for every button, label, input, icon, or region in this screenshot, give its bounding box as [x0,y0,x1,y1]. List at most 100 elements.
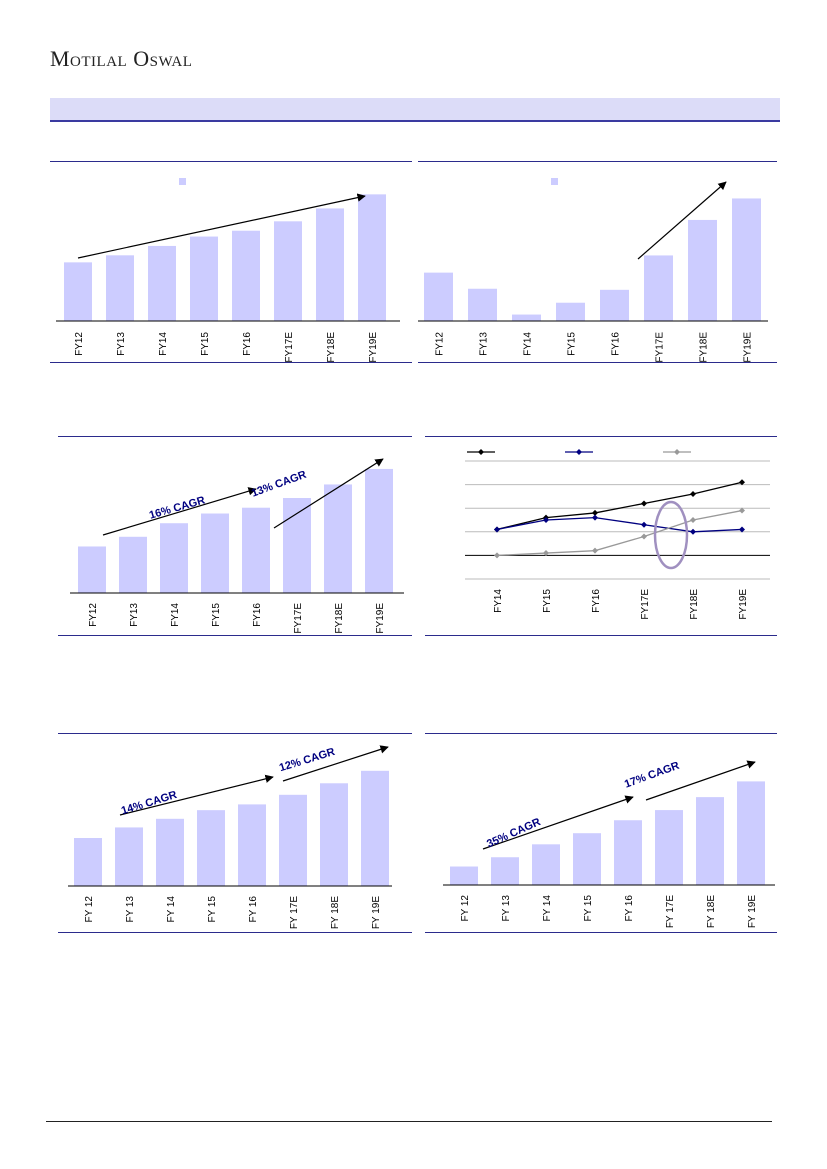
chart-3-bar-1 [78,546,106,593]
chart-5-x-tick: FY 15 [207,896,218,923]
chart-6-x-tick: FY 13 [501,895,512,922]
chart-3-x-tick: FY15 [211,603,222,627]
chart-5-bar-4 [197,810,225,886]
chart-4-legend-marker-1 [478,449,484,455]
chart-3-bar-3 [160,523,188,593]
chart-6-bar-2 [491,857,519,885]
chart-6-bar-1 [450,866,478,885]
chart-2-bottom-rule [418,362,777,363]
chart-4-svg: FY14 FY15 FY16 FY17E FY18E FY19E [465,449,770,620]
chart-1-svg: FY12 FY13 FY14 FY15 FY16 FY17E FY18E FY19E [56,178,400,363]
chart-3-trend-arrow-2 [273,458,384,529]
chart-2-x-tick: FY19E [743,332,754,363]
chart-2-bar-7 [688,219,717,321]
chart-6-x-tick: FY 15 [583,895,594,922]
chart-1-bar-3 [148,245,176,321]
chart-6-cagr-label-2: 17% CAGR [623,760,681,791]
chart-4-series-3-point [739,507,745,514]
chart-3-bar-7 [324,484,352,593]
chart-4-series-3-point [690,517,696,523]
chart-1-x-tick: FY13 [116,332,127,356]
chart-1-x-tick: FY12 [74,332,85,356]
chart-4-series-1-point [592,509,598,516]
chart-6-bar-6 [655,810,683,885]
chart-5-trend-arrow-2 [282,745,389,782]
chart-3-x-tick: FY16 [252,603,263,627]
chart-4-series-2-point [739,526,745,533]
chart-1-bar-1 [64,262,92,321]
chart-1-x-tick: FY17E [284,332,295,363]
chart-1-bar-2 [106,255,134,321]
chart-2-x-tick: FY13 [479,332,490,356]
chart-6-x-tick: FY 18E [706,895,717,928]
chart-1-x-tick: FY16 [242,332,253,356]
chart-2-top-rule [418,161,777,162]
section-header-bar [50,98,780,122]
chart-4-series-1-line [496,481,743,531]
chart-5-x-tick: FY 17E [289,896,300,929]
chart-5-cagr-label-2: 12% CAGR [278,746,337,774]
chart-5-x-tick: FY 14 [166,896,177,923]
chart-6-bar-8 [737,781,765,885]
chart-3-cagr-label-2: 13% CAGR [250,469,308,500]
chart-4-highlight-ellipse [653,500,689,570]
chart-4-series-3-point [543,550,549,557]
chart-5-x-tick: FY 19E [371,896,382,929]
chart-6-svg: FY 12 FY 13 FY 14 FY 15 FY 16 FY 17E FY 18E FY … [443,760,775,928]
chart-2-trend-arrow-1 [637,181,727,260]
chart-4-series-3-point [494,552,500,559]
chart-4-series-3-line [496,509,743,557]
chart-4-series-2-point [690,528,696,535]
chart-4-x-tick: FY14 [493,589,504,613]
chart-2-bar-3 [512,314,541,321]
chart-1-x-tick: FY19E [368,332,379,363]
chart-1-legend-swatch [179,178,186,185]
chart-3-bar-8 [365,468,393,593]
chart-3-x-tick: FY14 [170,603,181,627]
chart-4-series-2-point [543,517,549,523]
chart-2-x-tick: FY17E [655,332,666,363]
chart-6-bar-3 [532,844,560,885]
chart-4-x-tick: FY18E [689,589,700,620]
footer-rule [46,1121,772,1122]
chart-2-bar-1 [424,272,453,321]
chart-4-x-tick: FY19E [738,589,749,620]
chart-5-trend-arrow-1 [119,774,274,816]
chart-6-trend-arrow-1 [482,795,634,850]
chart-6-top-rule [425,733,777,734]
chart-5-bar-1 [74,838,102,886]
chart-3-x-tick: FY13 [129,603,140,627]
chart-6-bar-5 [614,820,642,885]
chart-6-bar-4 [573,833,601,885]
chart-5-bottom-rule [58,932,412,933]
chart-2-x-tick: FY14 [523,332,534,356]
chart-4-series-2-line [496,516,743,533]
chart-1-bar-6 [274,221,302,321]
chart-2-panel: FY12 FY13 FY14 FY15 FY16 FY17E FY18E FY19E [418,162,777,363]
chart-2-bar-2 [468,288,497,321]
chart-4-series-3-point [641,533,647,540]
chart-4-series-2-point [641,521,647,528]
chart-1-panel: FY12 FY13 FY14 FY15 FY16 FY17E FY18E FY19E [50,162,412,363]
chart-2-x-tick: FY18E [699,332,710,363]
chart-5-panel: FY 12 FY 13 FY 14 FY 15 FY 16 FY 17E FY 18E FY … [58,734,412,932]
chart-3-bar-5 [242,507,270,593]
chart-1-top-rule [50,161,412,162]
chart-1-bar-8 [358,194,386,321]
chart-2-svg: FY12 FY13 FY14 FY15 FY16 FY17E FY18E FY19E [418,178,768,363]
chart-1-bar-4 [190,236,218,321]
chart-5-bar-7 [320,783,348,886]
chart-3-bottom-rule [58,635,412,636]
chart-4-x-tick: FY17E [640,589,651,620]
chart-5-x-tick: FY 13 [125,896,136,923]
chart-6-trend-arrow-2 [645,760,756,801]
brand-logo: Motilal Oswal [50,46,193,71]
chart-1-x-tick: FY18E [326,332,337,363]
chart-1-trend-arrow-1 [77,193,366,259]
chart-2-legend-swatch [551,178,558,185]
chart-2-x-tick: FY12 [435,332,446,356]
chart-1-x-tick: FY14 [158,332,169,356]
chart-5-bar-5 [238,804,266,886]
chart-5-bar-6 [279,794,307,886]
chart-2-bar-5 [600,289,629,321]
